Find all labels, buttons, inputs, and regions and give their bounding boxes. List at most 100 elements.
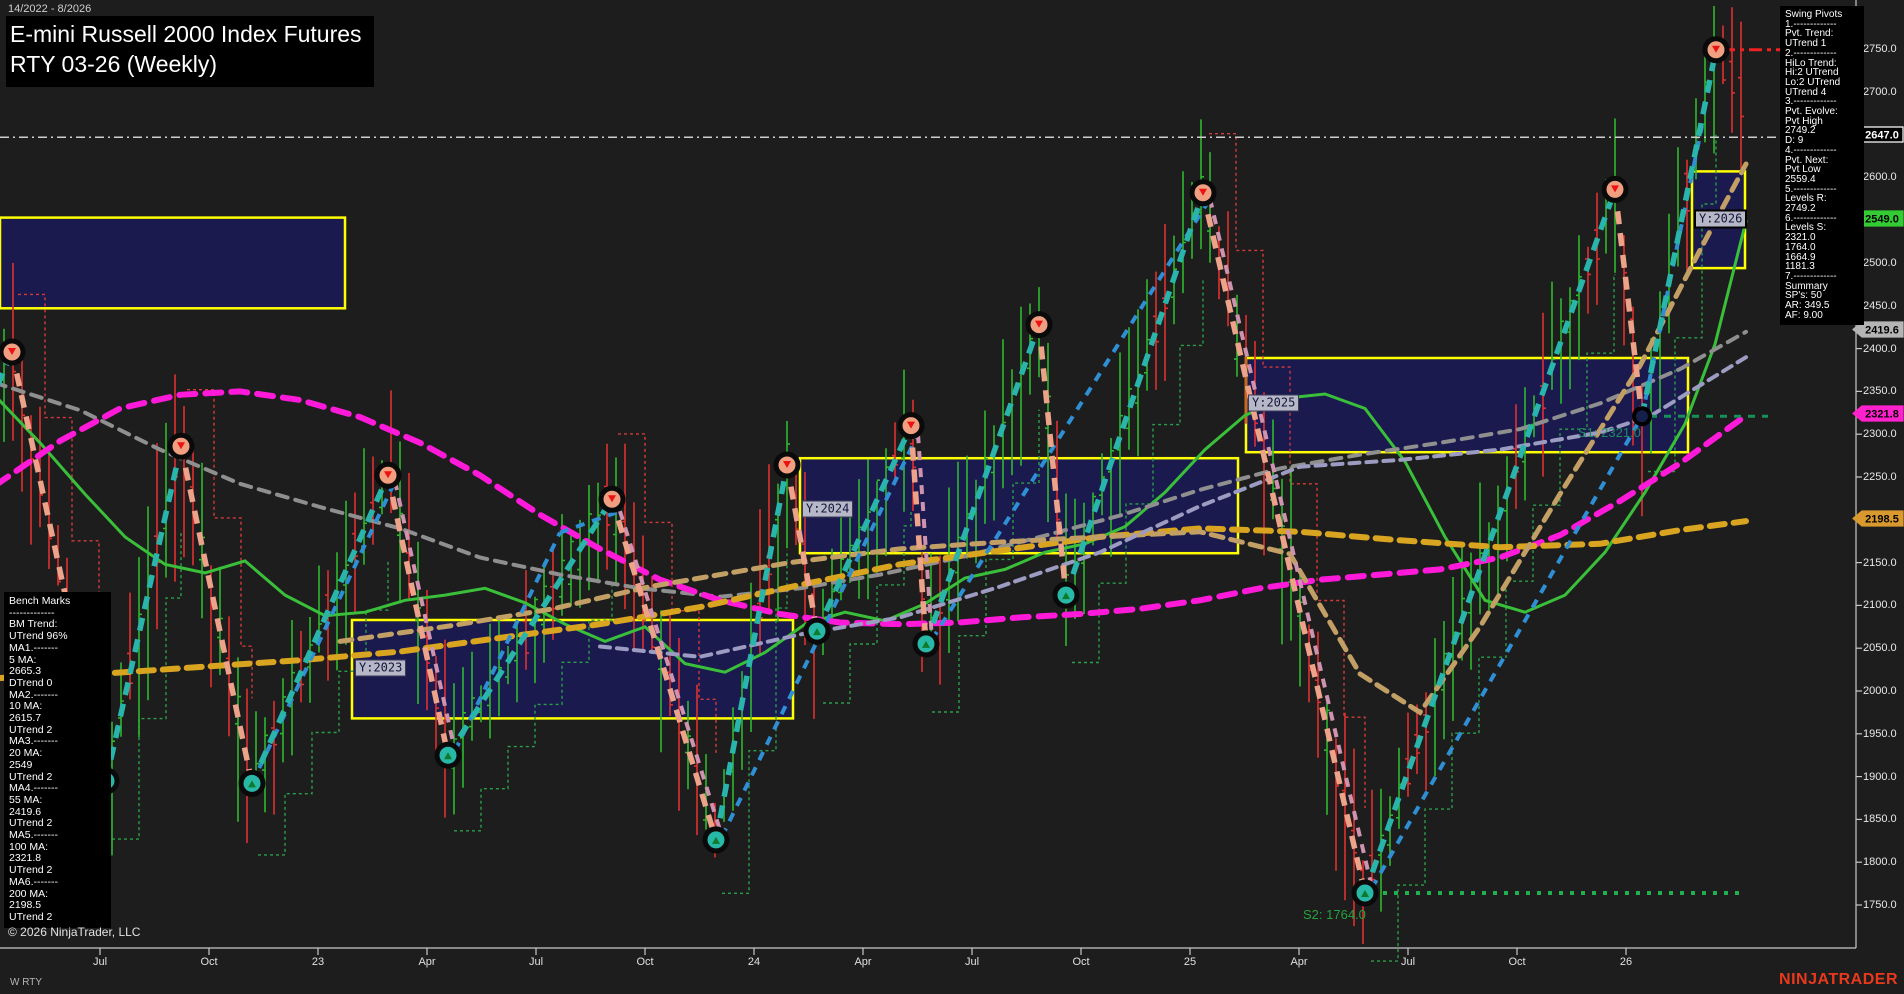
x-axis-label: Jul (964, 956, 980, 968)
year-label-chip: Y:2025 (1248, 394, 1300, 412)
panel-line: 5 MA: (9, 653, 37, 666)
panel-line: DTrend 0 (9, 676, 53, 689)
swing-high-arrow-icon (1035, 320, 1043, 328)
swing-high-arrow-icon (907, 421, 915, 429)
zigzag-leg (784, 464, 820, 632)
y-axis-tick-label: 1800.0 (1863, 856, 1897, 869)
panel-line: MA4.------- (9, 782, 58, 795)
panel-line: 55 MA: (9, 793, 43, 806)
panel-line: MA3.------- (9, 735, 58, 748)
trailing-stop-steps-up (112, 134, 1717, 962)
zigzag-leg (559, 509, 621, 535)
panel-line: Hi:2 UTrend (1785, 67, 1839, 79)
zigzag-leg (1639, 49, 1719, 417)
panel-line: Lo:2 UTrend (1785, 76, 1841, 88)
price-badge: 2549.0 (1852, 210, 1904, 233)
y-axis-tick-label: 2750.0 (1863, 43, 1897, 55)
y-axis-tick-label: 1750.0 (1863, 899, 1897, 911)
zigzag-leg (618, 510, 724, 838)
ma-line-200-ma (0, 518, 1749, 681)
year-range-box (0, 216, 347, 310)
panel-line: 3.------------- (1785, 96, 1837, 108)
y-axis-tick-label: 2300.0 (1863, 428, 1897, 441)
y-axis-tick-label: 2450.0 (1863, 299, 1897, 312)
support-level-label: S1: 2321.0 (1578, 425, 1641, 441)
panel-line: Pvt Low (1785, 164, 1821, 176)
chart-date-range: 14/2022 - 8/2026 (8, 3, 92, 15)
svg-text:2419.6: 2419.6 (1865, 324, 1899, 336)
y-axis-tick-label: 2250.0 (1863, 471, 1897, 483)
y-axis-tick-label: 2150.0 (1863, 556, 1897, 569)
y-axis-tick-label: 1850.0 (1863, 813, 1897, 826)
price-badge: 2321.8 (1852, 404, 1904, 427)
x-axis-label: Apr (418, 956, 436, 968)
x-axis-label: Oct (200, 956, 218, 968)
panel-line: MA6.------- (9, 875, 58, 888)
panel-line: UTrend 4 (1785, 86, 1827, 98)
ma-line-5-ma (598, 355, 1748, 659)
minor-pivot-marker (1632, 406, 1652, 427)
panel-line: HiLo Trend: (1785, 57, 1837, 69)
swing-high-arrow-icon (608, 495, 616, 503)
swing-high-arrow-icon (1611, 185, 1619, 193)
panel-line: 1.------------- (1785, 18, 1837, 30)
zigzag-leg (445, 497, 615, 757)
panel-line: 2615.7 (9, 712, 42, 725)
x-axis-label: 26 (1619, 956, 1633, 968)
panel-line: 20 MA: (9, 747, 43, 760)
svg-text:2198.5: 2198.5 (1865, 514, 1899, 526)
chart-title-line2: RTY 03-26 (Weekly) (10, 51, 218, 77)
panel-line: 2749.2 (1785, 125, 1816, 137)
swing-pivots-panel: Swing Pivots 1.------------- Pvt. Trend: UT… (1780, 6, 1864, 325)
swing-low-arrow-icon (922, 640, 930, 648)
panel-line: 200 MA: (9, 887, 49, 900)
ma-line-55-ma (0, 329, 1748, 599)
y-axis-tick-label: 2700.0 (1863, 85, 1897, 98)
panel-line: 2198.5 (9, 899, 42, 912)
swing-low-arrow-icon (712, 836, 720, 844)
zigzag-leg (1036, 324, 1069, 596)
swing-high-arrow-icon (8, 348, 16, 355)
swing-high-arrow-icon (1712, 45, 1720, 53)
zigzag-leg (713, 464, 790, 841)
swing-low-arrow-icon (1062, 592, 1070, 600)
y-axis-tick-label: 2600.0 (1863, 171, 1897, 184)
panel-line: 4.------------- (1785, 144, 1837, 156)
panel-line: 5.------------- (1785, 183, 1837, 195)
svg-text:2647.0: 2647.0 (1865, 130, 1899, 142)
panel-line: AR: 349.5 (1785, 300, 1830, 312)
panel-line: UTrend 2 (9, 770, 53, 783)
y-axis-tick-label: 2000.0 (1863, 685, 1897, 697)
panel-line: Pvt. Next: (1785, 154, 1829, 166)
zigzag-leg (178, 445, 255, 784)
y-axis-tick-label: 2400.0 (1863, 342, 1897, 355)
panel-line: SP's: 50 (1785, 290, 1822, 302)
panel-line: UTrend 2 (9, 910, 53, 923)
panel-line: 1181.3 (1785, 261, 1815, 273)
chart-title-line1: E-mini Russell 2000 Index Futures (10, 21, 362, 47)
swing-high-arrow-icon (1199, 188, 1207, 196)
y-axis-tick-label: 2350.0 (1863, 385, 1897, 398)
zigzag-leg (930, 197, 1212, 641)
svg-text:2549.0: 2549.0 (1865, 214, 1899, 226)
panel-line: UTrend 96% (9, 630, 68, 643)
x-axis-label: Apr (1290, 956, 1308, 968)
panel-line: Bench Marks (9, 595, 71, 607)
panel-line: MA5.------- (9, 829, 58, 842)
x-axis-label: 24 (747, 956, 761, 968)
panel-line: MA2.------- (9, 688, 58, 701)
y-axis-tick-label: 1900.0 (1863, 770, 1897, 783)
ninjatrader-logo: NINJATRADER (1779, 971, 1898, 988)
zigzag-leg (385, 474, 451, 756)
swing-low-arrow-icon (248, 780, 256, 788)
panel-line: 2549 (9, 758, 33, 771)
zigzag-leg (923, 323, 1042, 645)
panel-line: Levels S: (1785, 222, 1827, 234)
panel-line: Summary (1785, 280, 1828, 292)
panel-line: 1764.0 (1785, 241, 1816, 253)
panel-line: 2.------------- (1785, 47, 1837, 59)
panel-line: Levels R: (1785, 193, 1827, 205)
panel-line: 2321.0 (1785, 232, 1816, 244)
